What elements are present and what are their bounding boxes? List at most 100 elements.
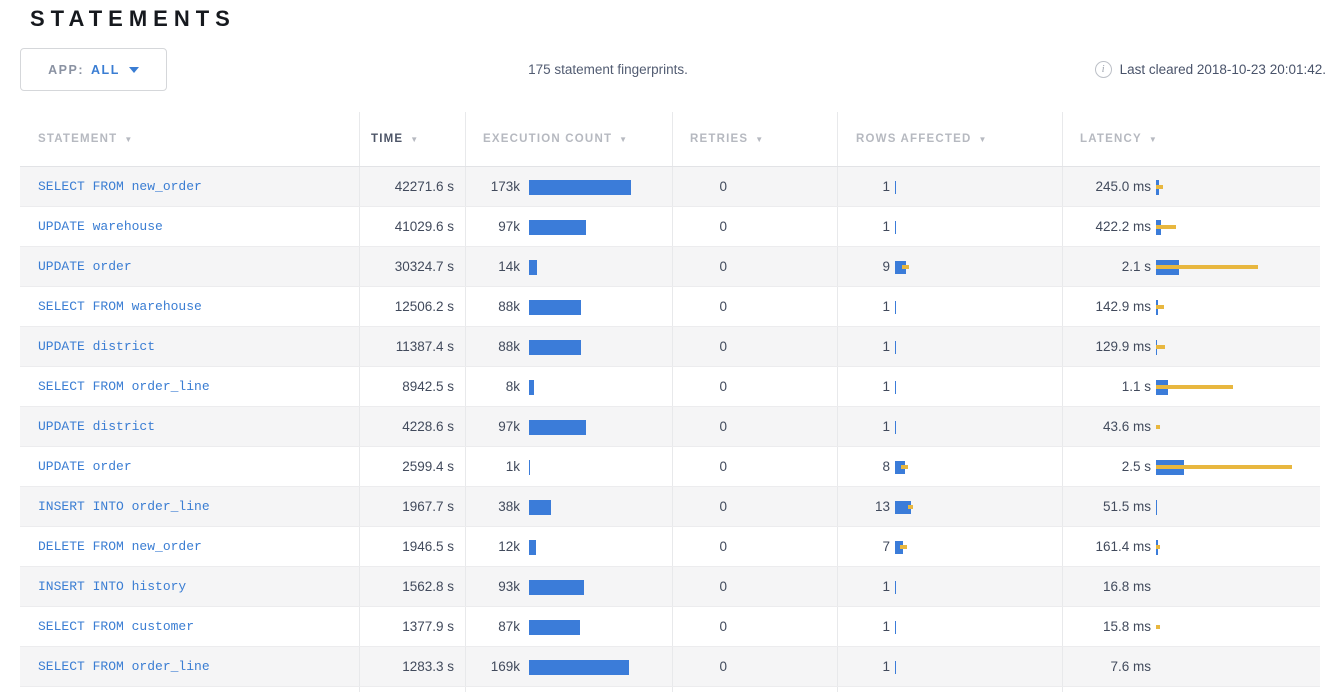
column-header-time[interactable]: TIME ▼ [360,112,466,166]
table-header-row: STATEMENT ▼ TIME ▼ EXECUTION COUNT ▼ RETRIES ▼ R… [20,112,1320,167]
rows-affected-bar-chart [895,447,1062,486]
line-yellow-stddev [902,265,910,269]
table-row: UPDATE warehouse 41029.6 s 97k 0 1 422.2 ms [20,207,1320,247]
execution-count-value: 87k [498,619,520,634]
info-circle-icon[interactable]: i [1094,61,1112,78]
table-row: SELECT FROM order_line 1283.3 s 169k 0 1 7.6 … [20,647,1320,687]
bar-blue-mean [529,539,537,555]
latency-value: 2.1 s [1121,259,1151,274]
column-header-statement[interactable]: STATEMENT ▼ [20,112,360,166]
execution-count-value: 169k [490,659,520,674]
rows-affected-value: 1 [882,379,890,394]
rows-affected-value: 8 [882,459,890,474]
app-filter-value: ALL [91,62,120,77]
bar-blue-mean [529,419,587,435]
bar-blue-mean [529,459,530,475]
bar-blue-mean [895,340,897,354]
execution-count-bar-chart [529,567,672,606]
time-value: 42271.6 s [394,179,454,194]
rows-affected-value: 1 [882,619,890,634]
statement-link[interactable]: UPDATE warehouse [38,219,163,234]
latency-value: 142.9 ms [1095,299,1151,314]
statement-link[interactable]: INSERT INTO history [38,579,187,594]
app-filter-dropdown[interactable]: APP: ALL [20,48,167,91]
rows-affected-bar-chart [895,527,1062,566]
execution-count-value: 173k [490,179,520,194]
statement-link[interactable]: UPDATE order [38,259,132,274]
time-value: 1283.3 s [402,659,454,674]
statement-link[interactable]: SELECT FROM new_order [38,179,202,194]
column-header-retries[interactable]: RETRIES ▼ [673,112,838,166]
sort-arrow-icon: ▼ [1148,135,1157,144]
rows-affected-bar-chart [895,167,1062,206]
sort-arrow-icon: ▼ [410,135,419,144]
bar-blue-mean [529,219,587,235]
execution-count-value: 12k [498,539,520,554]
statement-link[interactable]: DELETE FROM new_order [38,539,202,554]
rows-affected-value: 13 [874,499,890,514]
column-header-execution-count[interactable]: EXECUTION COUNT ▼ [466,112,673,166]
statement-link[interactable]: UPDATE district [38,419,156,434]
table-row: UPDATE order 30324.7 s 14k 0 9 2.1 s [20,247,1320,287]
table-row-partial [20,687,1320,692]
bar-blue-mean [895,180,897,194]
statement-link[interactable]: UPDATE district [38,339,156,354]
statement-link[interactable]: INSERT INTO order_line [38,499,210,514]
execution-count-value: 97k [498,419,520,434]
bar-blue-mean [529,299,581,315]
column-header-rows-affected[interactable]: ROWS AFFECTED ▼ [838,112,1063,166]
rows-affected-bar-chart [895,647,1062,686]
execution-count-bar-chart [529,327,672,366]
bar-blue-mean [895,500,911,514]
column-label: RETRIES [690,133,749,145]
line-yellow-stddev [1156,225,1176,229]
rows-affected-value: 9 [882,259,890,274]
statement-link[interactable]: SELECT FROM order_line [38,379,210,394]
latency-bar-chart [1156,607,1320,646]
statement-link[interactable]: SELECT FROM order_line [38,659,210,674]
execution-count-value: 8k [505,379,520,394]
time-value: 1377.9 s [402,619,454,634]
bar-blue-mean [895,620,897,634]
statement-link[interactable]: SELECT FROM customer [38,619,195,634]
rows-affected-value: 1 [882,339,890,354]
execution-count-value: 88k [498,299,520,314]
bar-blue-mean [529,179,632,195]
rows-affected-bar-chart [895,287,1062,326]
rows-affected-bar-chart [895,567,1062,606]
bar-blue-mean [529,259,538,275]
table-row: DELETE FROM new_order 1946.5 s 12k 0 7 161.4 … [20,527,1320,567]
latency-bar-chart [1156,647,1320,686]
execution-count-bar-chart [529,447,672,486]
time-value: 41029.6 s [394,219,454,234]
statement-link[interactable]: UPDATE order [38,459,132,474]
latency-value: 161.4 ms [1095,539,1151,554]
rows-affected-value: 7 [882,539,890,554]
latency-bar-chart [1156,487,1320,526]
table-row: INSERT INTO order_line 1967.7 s 38k 0 13 51.5… [20,487,1320,527]
retries-value: 0 [719,659,727,674]
table-row: SELECT FROM new_order 42271.6 s 173k 0 1 245.… [20,167,1320,207]
latency-bar-chart [1156,327,1320,366]
statement-link[interactable]: SELECT FROM warehouse [38,299,202,314]
execution-count-bar-chart [529,607,672,646]
line-yellow-stddev [1156,265,1259,269]
rows-affected-bar-chart [895,487,1062,526]
time-value: 1946.5 s [402,539,454,554]
page-title: STATEMENTS [30,6,236,31]
table-row: SELECT FROM warehouse 12506.2 s 88k 0 1 142.9… [20,287,1320,327]
bar-blue-mean [895,380,897,394]
latency-value: 15.8 ms [1102,619,1151,634]
latency-value: 43.6 ms [1102,419,1151,434]
execution-count-bar-chart [529,247,672,286]
rows-affected-value: 1 [882,179,890,194]
column-header-latency[interactable]: LATENCY ▼ [1063,112,1320,166]
rows-affected-bar-chart [895,607,1062,646]
execution-count-value: 1k [505,459,520,474]
time-value: 11387.4 s [395,339,454,354]
rows-affected-value: 1 [882,579,890,594]
line-yellow-stddev [1156,545,1160,549]
retries-value: 0 [719,499,727,514]
line-yellow-stddev [1156,185,1163,189]
